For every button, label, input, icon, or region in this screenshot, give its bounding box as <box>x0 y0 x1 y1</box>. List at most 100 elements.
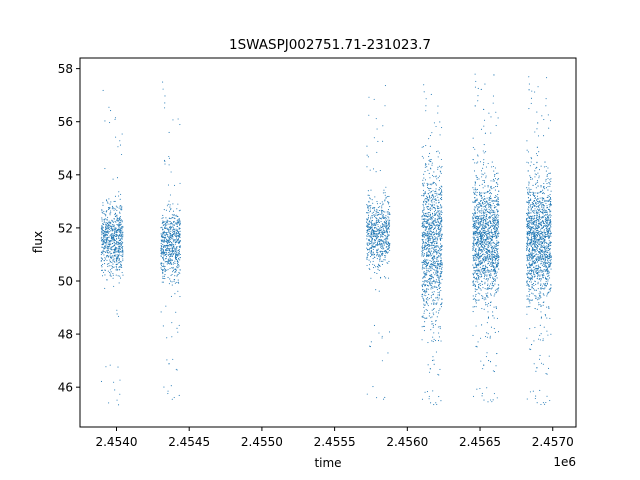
data-point <box>483 278 485 280</box>
data-point <box>492 211 494 213</box>
data-point <box>370 216 372 218</box>
data-point <box>474 284 476 286</box>
data-point <box>111 239 113 241</box>
data-point <box>367 207 369 209</box>
data-point <box>427 236 429 238</box>
data-point <box>163 251 165 254</box>
data-point <box>484 241 486 243</box>
data-point <box>421 225 423 227</box>
data-point <box>475 302 477 304</box>
data-point <box>424 277 426 279</box>
data-point <box>370 221 372 223</box>
data-point <box>162 237 164 239</box>
data-point <box>164 223 166 225</box>
data-point <box>103 250 105 253</box>
data-point <box>105 238 107 240</box>
data-point <box>487 270 489 272</box>
data-point <box>431 276 433 278</box>
data-point <box>546 183 548 185</box>
data-point <box>550 287 552 289</box>
data-point <box>104 167 106 170</box>
data-point <box>373 246 375 248</box>
data-point <box>114 195 117 197</box>
data-point <box>384 85 386 87</box>
data-point <box>482 215 484 217</box>
data-point <box>434 198 436 200</box>
data-point <box>366 256 368 258</box>
data-point <box>431 340 433 342</box>
data-point <box>384 231 386 233</box>
data-point <box>387 277 390 279</box>
data-point <box>169 260 171 262</box>
data-point <box>430 266 432 268</box>
data-point <box>434 217 436 220</box>
data-point <box>534 204 536 206</box>
data-point <box>490 288 492 290</box>
data-point <box>105 242 107 244</box>
data-point <box>109 234 111 237</box>
data-point <box>476 228 478 230</box>
data-point <box>421 249 423 251</box>
data-point <box>371 240 373 242</box>
data-point <box>431 205 433 208</box>
data-point <box>439 215 441 217</box>
data-point <box>429 215 431 217</box>
data-point <box>430 191 433 193</box>
data-point <box>482 364 485 366</box>
data-point <box>423 276 425 278</box>
data-point <box>424 391 426 393</box>
data-point <box>490 294 492 296</box>
data-point <box>119 231 121 233</box>
data-point <box>368 243 370 245</box>
data-point <box>428 245 430 247</box>
data-point <box>440 303 442 305</box>
data-point <box>433 338 435 340</box>
data-point <box>178 227 180 229</box>
data-point <box>439 291 441 293</box>
data-point <box>386 252 389 254</box>
data-point <box>107 270 109 272</box>
data-point <box>171 248 173 250</box>
data-point <box>482 234 484 236</box>
data-point <box>425 308 427 311</box>
data-point <box>429 371 431 373</box>
data-point <box>494 256 496 258</box>
data-point <box>388 212 390 214</box>
data-point <box>475 295 477 297</box>
data-point <box>422 298 425 300</box>
data-point <box>162 325 164 327</box>
data-point <box>379 217 382 220</box>
data-point <box>440 306 443 308</box>
data-point <box>440 220 442 222</box>
data-point <box>121 206 123 208</box>
data-point <box>489 217 491 219</box>
data-point <box>421 224 424 227</box>
data-point <box>473 237 475 239</box>
data-point <box>491 235 493 238</box>
data-point <box>480 88 482 90</box>
data-point <box>427 221 429 223</box>
data-point <box>170 262 172 264</box>
data-point <box>107 247 109 249</box>
data-point <box>166 229 168 231</box>
data-point <box>376 151 378 153</box>
data-point <box>474 238 476 240</box>
data-point <box>489 206 491 208</box>
data-point <box>434 249 436 251</box>
data-point <box>174 256 176 258</box>
data-point <box>108 265 110 267</box>
data-point <box>370 206 372 208</box>
data-point <box>441 266 443 268</box>
data-point <box>115 254 117 256</box>
data-point <box>179 236 181 238</box>
data-point <box>531 268 533 270</box>
data-point <box>494 216 496 218</box>
data-point <box>421 155 423 157</box>
data-point <box>438 201 440 204</box>
data-point <box>477 263 479 266</box>
data-point <box>422 226 424 228</box>
data-point <box>108 198 110 200</box>
data-point <box>389 249 391 251</box>
data-point <box>486 237 488 239</box>
data-point <box>101 266 103 268</box>
